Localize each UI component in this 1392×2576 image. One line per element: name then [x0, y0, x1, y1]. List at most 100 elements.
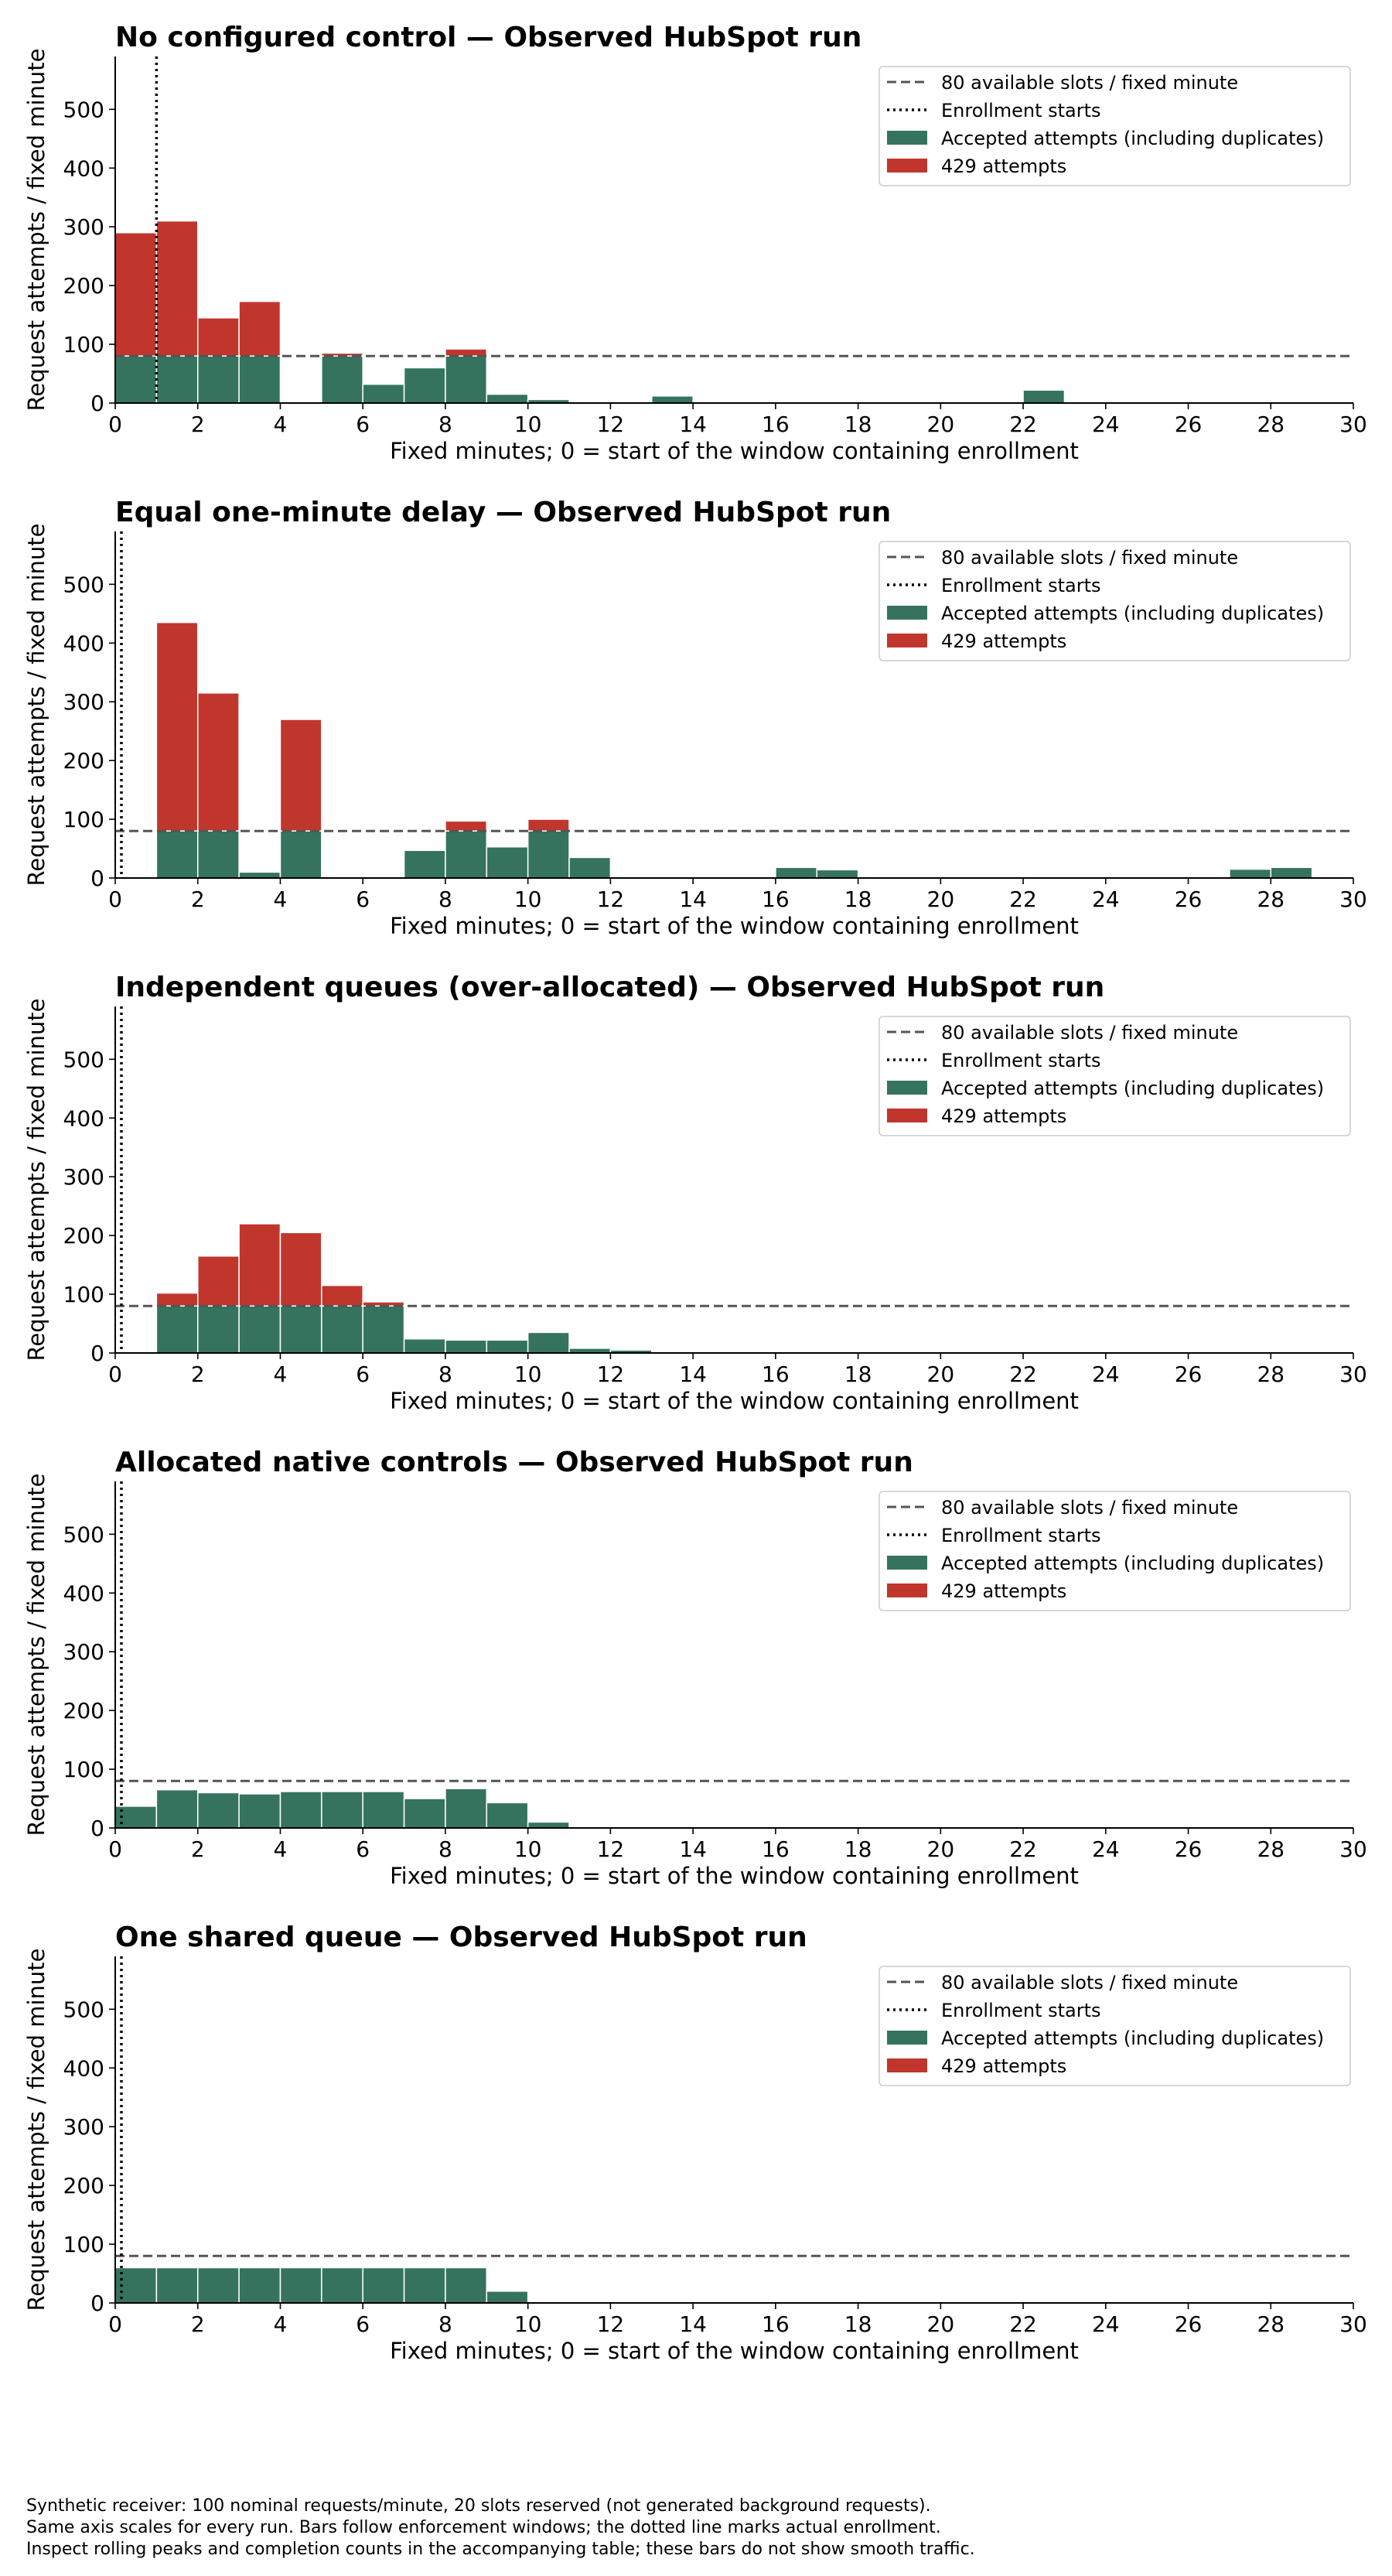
x-tick-label: 18: [844, 1361, 872, 1387]
bar-accepted: [527, 1821, 570, 1829]
y-tick-label: 200: [63, 748, 104, 774]
bar-accepted: [486, 393, 529, 404]
legend-label: Accepted attempts (including duplicates): [941, 603, 1324, 624]
legend-box: [879, 1016, 1351, 1136]
x-tick-label: 8: [438, 412, 452, 437]
legend-box: [879, 541, 1351, 661]
x-tick-label: 26: [1175, 412, 1203, 437]
x-axis-label: Fixed minutes; 0 = start of the window c…: [390, 438, 1079, 464]
bar-429: [196, 317, 240, 357]
x-tick-label: 16: [762, 1836, 790, 1862]
bar-accepted: [155, 1789, 199, 1829]
legend-label: 80 available slots / fixed minute: [941, 1022, 1238, 1044]
bar-accepted: [196, 355, 240, 404]
x-tick-label: 12: [597, 887, 625, 912]
x-tick-label: 20: [927, 1361, 955, 1387]
x-tick-label: 28: [1257, 887, 1285, 912]
y-tick-label: 0: [90, 1816, 104, 1841]
bar-accepted: [527, 830, 570, 879]
x-tick-label: 2: [191, 887, 205, 912]
x-tick-label: 28: [1257, 1361, 1285, 1387]
bar-accepted: [155, 830, 199, 879]
y-tick-label: 400: [63, 2055, 104, 2081]
legend-label: 429 attempts: [941, 2055, 1066, 2077]
bar-accepted: [238, 871, 281, 879]
x-tick-label: 10: [514, 1361, 542, 1387]
footnote-line: Inspect rolling peaks and completion cou…: [26, 2540, 975, 2559]
x-tick-label: 14: [679, 2311, 707, 2337]
x-tick-label: 26: [1175, 2311, 1203, 2337]
y-axis-label: Request attempts / fixed minute: [23, 999, 49, 1361]
bar-429: [196, 1255, 240, 1307]
bar-accepted: [321, 355, 363, 404]
legend-label: Accepted attempts (including duplicates): [941, 2028, 1324, 2049]
bar-429: [238, 1223, 281, 1307]
x-tick-label: 10: [514, 1836, 542, 1862]
legend-label: 429 attempts: [941, 1580, 1066, 1602]
y-tick-label: 300: [63, 689, 104, 715]
x-axis-label: Fixed minutes; 0 = start of the window c…: [390, 1863, 1079, 1889]
x-tick-label: 10: [514, 2311, 542, 2337]
bar-accepted: [775, 866, 817, 879]
legend-label: 429 attempts: [941, 155, 1066, 177]
chart-panel-2: Equal one-minute delay — Observed HubSpo…: [23, 497, 1367, 939]
legend-label: Accepted attempts (including duplicates): [941, 1078, 1324, 1099]
bar-accepted: [196, 2267, 240, 2304]
bar-accepted: [1022, 389, 1066, 404]
bar-accepted: [155, 355, 199, 404]
bar-accepted: [568, 856, 612, 879]
bar-429: [279, 1232, 322, 1307]
y-axis-label: Request attempts / fixed minute: [23, 524, 49, 887]
legend-label: 80 available slots / fixed minute: [941, 1497, 1238, 1519]
chart-panel-1: No configured control — Observed HubSpot…: [23, 22, 1367, 464]
x-tick-label: 20: [927, 1836, 955, 1862]
x-tick-label: 28: [1257, 2311, 1285, 2337]
x-tick-label: 14: [679, 1361, 707, 1387]
bar-accepted: [321, 2267, 363, 2304]
x-tick-label: 4: [274, 1836, 288, 1862]
bar-accepted: [486, 1339, 529, 1354]
y-tick-label: 400: [63, 155, 104, 181]
bar-accepted: [486, 1802, 529, 1829]
x-tick-label: 0: [108, 1361, 122, 1387]
bar-accepted: [445, 2267, 488, 2304]
bar-accepted: [816, 869, 859, 879]
legend-label: Enrollment starts: [941, 1525, 1101, 1546]
y-tick-label: 300: [63, 2114, 104, 2140]
legend: 80 available slots / fixed minute Enrollm…: [879, 1966, 1351, 2086]
x-tick-label: 4: [274, 412, 288, 437]
x-tick-label: 0: [108, 1836, 122, 1862]
chart-title: One shared queue — Observed HubSpot run: [115, 1922, 807, 1953]
legend-429-swatch: [887, 159, 927, 173]
footnote-line: Synthetic receiver: 100 nominal requests…: [26, 2496, 931, 2516]
bar-429: [321, 1284, 363, 1307]
x-tick-label: 26: [1175, 1836, 1203, 1862]
x-tick-label: 2: [191, 2311, 205, 2337]
bar-accepted: [155, 2267, 199, 2304]
y-tick-label: 200: [63, 273, 104, 299]
bar-accepted: [445, 1788, 488, 1829]
bar-accepted: [403, 849, 446, 879]
bar-accepted: [155, 1305, 199, 1354]
bar-accepted: [1229, 868, 1272, 879]
y-tick-label: 100: [63, 1757, 104, 1782]
x-tick-label: 14: [679, 412, 707, 437]
bar-429: [155, 1292, 199, 1307]
legend-label: 429 attempts: [941, 630, 1066, 652]
legend: 80 available slots / fixed minute Enrollm…: [879, 1491, 1351, 1611]
x-tick-label: 30: [1339, 887, 1367, 912]
x-tick-label: 8: [438, 887, 452, 912]
x-tick-label: 12: [597, 1836, 625, 1862]
x-tick-label: 8: [438, 1361, 452, 1387]
bar-accepted: [445, 355, 488, 404]
x-tick-label: 22: [1009, 2311, 1037, 2337]
x-tick-label: 16: [762, 1361, 790, 1387]
x-tick-label: 24: [1092, 1836, 1120, 1862]
x-tick-label: 14: [679, 1836, 707, 1862]
bar-accepted: [403, 1798, 446, 1829]
legend: 80 available slots / fixed minute Enrollm…: [879, 1016, 1351, 1136]
y-tick-label: 500: [63, 1522, 104, 1547]
legend-accepted-swatch: [887, 1556, 927, 1570]
x-tick-label: 30: [1339, 2311, 1367, 2337]
bar-429: [196, 692, 240, 832]
